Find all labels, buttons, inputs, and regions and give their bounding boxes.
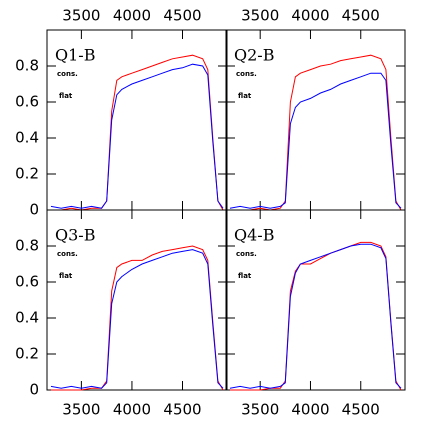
series-line: [229, 72, 402, 209]
x-tick-label: 3500: [62, 7, 100, 25]
series-line: [50, 249, 224, 389]
x-tick-label: 3500: [241, 7, 279, 25]
x-tick-label: 4500: [342, 7, 380, 25]
legend-label: flat: [59, 272, 73, 280]
x-tick-label: 3500: [241, 401, 279, 419]
legend-label: cons.: [236, 70, 257, 78]
x-tick-label: 4000: [291, 7, 329, 25]
y-tick-label: 0: [29, 201, 39, 219]
y-tick-label: 0.8: [15, 57, 39, 75]
y-tick-label: 0.2: [15, 345, 39, 363]
series-line: [51, 54, 224, 211]
legend-label: cons.: [57, 250, 78, 258]
y-tick-label: 0: [29, 381, 39, 399]
series-line: [230, 241, 402, 391]
panel-title: Q1-B: [55, 46, 95, 65]
panel-title: Q4-B: [234, 226, 274, 245]
y-tick-label: 0.4: [15, 309, 39, 327]
legend-label: flat: [238, 272, 252, 280]
panel-title: Q2-B: [234, 46, 274, 65]
y-tick-label: 0.8: [15, 237, 39, 255]
series-line: [230, 54, 402, 211]
y-tick-label: 0.4: [15, 129, 39, 147]
x-tick-label: 4500: [163, 401, 201, 419]
legend-label: cons.: [57, 70, 78, 78]
series-line: [229, 243, 402, 389]
y-tick-label: 0.6: [15, 273, 39, 291]
x-tick-label: 4500: [342, 401, 380, 419]
x-tick-label: 4500: [163, 7, 201, 25]
x-tick-label: 4000: [113, 401, 151, 419]
series-line: [50, 63, 224, 209]
x-tick-label: 3500: [62, 401, 100, 419]
x-tick-label: 4000: [291, 401, 329, 419]
x-tick-label: 4000: [113, 7, 151, 25]
panel-title: Q3-B: [55, 226, 95, 245]
legend-label: cons.: [236, 250, 257, 258]
panel-frame: [225, 209, 406, 391]
y-tick-label: 0.6: [15, 93, 39, 111]
legend-label: flat: [59, 92, 73, 100]
panel-frame: [46, 209, 228, 391]
y-tick-label: 0.2: [15, 165, 39, 183]
series-line: [51, 245, 224, 391]
legend-label: flat: [238, 92, 252, 100]
